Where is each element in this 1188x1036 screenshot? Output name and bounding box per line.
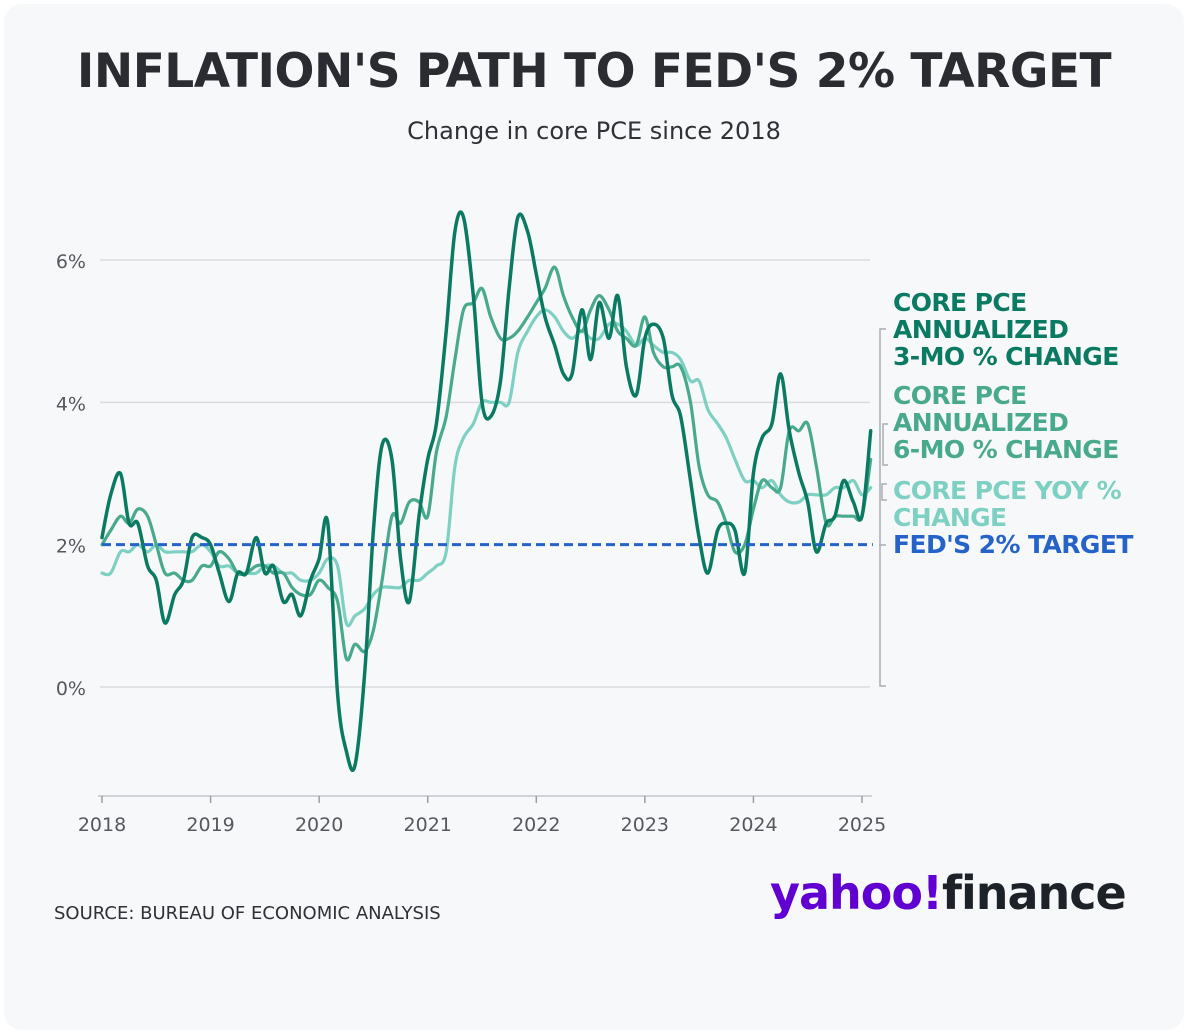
legend-line: CORE PCE YOY % [893, 476, 1122, 505]
y-tick-label: 6% [56, 251, 86, 273]
chart-title: INFLATION'S PATH TO FED'S 2% TARGET [76, 44, 1112, 99]
yahoo-finance-logo[interactable]: yahoo!finance [770, 866, 1127, 920]
chart-subtitle: Change in core PCE since 2018 [407, 117, 781, 145]
legend-line: 3-MO % CHANGE [893, 342, 1119, 371]
legend-three-month: CORE PCE ANNUALIZED 3-MO % CHANGE [893, 288, 1119, 371]
logo-yahoo-text: yahoo! [770, 866, 943, 920]
logo-finance-text: finance [941, 866, 1127, 920]
three-month-line [100, 210, 873, 772]
legend-yoy: CORE PCE YOY % CHANGE [893, 476, 1122, 532]
x-tick-label: 2025 [838, 814, 886, 836]
bracket-yoy [881, 483, 887, 501]
axis-layer: 0% 2% 4% 6% 2018 2019 2020 2021 2022 2023 2024 2025 [56, 251, 886, 836]
six-month-line [100, 265, 873, 662]
legend-line: 6-MO % CHANGE [893, 435, 1119, 464]
x-tick-label: 2020 [295, 814, 343, 836]
legend-line: ANNUALIZED [893, 408, 1068, 437]
legend-line: CHANGE [893, 503, 1007, 532]
chart-card [4, 4, 1184, 1030]
y-tick-label: 0% [56, 678, 86, 700]
legend-target: FED'S 2% TARGET [893, 530, 1133, 559]
y-tick-label: 2% [56, 536, 86, 558]
legend-line: FED'S 2% TARGET [893, 530, 1133, 559]
x-tick-label: 2018 [78, 814, 126, 836]
bracket-six-month [882, 423, 888, 466]
x-tick-label: 2019 [186, 814, 234, 836]
source-note: SOURCE: BUREAU OF ECONOMIC ANALYSIS [54, 903, 441, 924]
legend-line: CORE PCE [893, 381, 1027, 410]
bracket-three-month [879, 328, 886, 687]
legend-line: CORE PCE [893, 288, 1027, 317]
x-tick-label: 2022 [512, 814, 560, 836]
legend-line: ANNUALIZED [893, 315, 1068, 344]
x-tick-label: 2021 [404, 814, 452, 836]
legend-six-month: CORE PCE ANNUALIZED 6-MO % CHANGE [893, 381, 1119, 464]
x-tick-label: 2024 [729, 814, 777, 836]
x-tick-label: 2023 [621, 814, 669, 836]
y-tick-label: 4% [56, 393, 86, 415]
yoy-line [100, 308, 873, 628]
series-layer [100, 210, 873, 772]
